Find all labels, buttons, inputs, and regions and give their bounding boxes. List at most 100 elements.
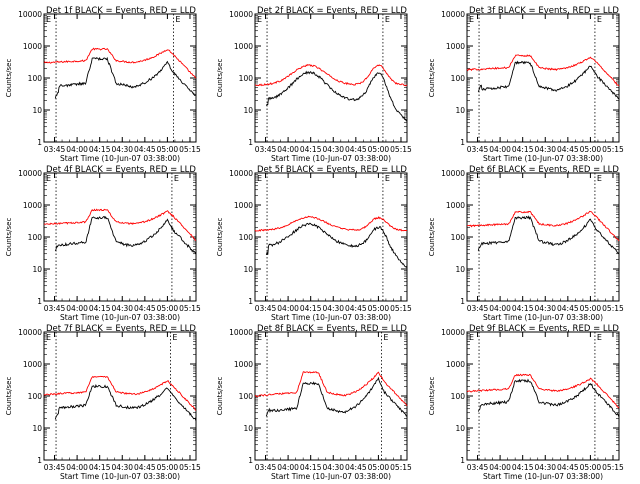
x-tick-label: 04:30: [322, 304, 344, 313]
y-tick-label: 1000: [446, 201, 465, 210]
panel-det-3: Det 3f BLACK = Events, RED = LLD 1 10 100 10…: [428, 6, 624, 163]
x-tick-label: 04:00: [277, 304, 299, 313]
x-tick-label: 04:45: [345, 463, 367, 472]
y-tick-label: 10: [243, 106, 253, 115]
y-axis-label: Counts/sec: [216, 377, 224, 416]
x-tick-label: 04:00: [277, 145, 299, 154]
events-series-line: [54, 56, 197, 99]
events-series-line: [265, 222, 408, 268]
y-tick-label: 1000: [446, 360, 465, 369]
event-marker-label-left: E: [469, 15, 474, 24]
x-tick-label: 04:15: [300, 145, 322, 154]
x-tick-label: 04:30: [111, 463, 133, 472]
x-tick-label: 05:00: [368, 463, 390, 472]
y-tick-label: 10000: [18, 10, 42, 19]
panel-title: Det 4f BLACK = Events, RED = LLD: [46, 165, 196, 175]
y-tick-label: 10: [32, 106, 42, 115]
event-marker-label-right: E: [385, 174, 390, 183]
panel-title: Det 6f BLACK = Events, RED = LLD: [469, 165, 619, 175]
x-tick-label: 05:00: [580, 463, 602, 472]
events-series-line: [477, 60, 619, 99]
y-tick-label: 10000: [229, 10, 253, 19]
y-tick-label: 10000: [18, 169, 42, 178]
lld-series-line: [466, 210, 620, 242]
y-tick-label: 1: [37, 456, 42, 465]
events-series-line: [54, 384, 197, 422]
x-tick-label: 05:15: [390, 463, 412, 472]
x-tick-label: 04:30: [322, 463, 344, 472]
x-tick-label: 04:15: [89, 145, 111, 154]
x-axis-label: Start Time (10-Jun-07 03:38:00): [483, 472, 603, 480]
lld-series-line: [43, 375, 197, 411]
x-axis-label: Start Time (10-Jun-07 03:38:00): [271, 472, 391, 480]
y-tick-label: 100: [451, 392, 466, 401]
panel-det-7: Det 7f BLACK = Events, RED = LLD 1 10 100 10…: [5, 324, 201, 481]
x-tick-label: 04:15: [512, 304, 534, 313]
x-tick-label: 04:00: [66, 463, 88, 472]
y-tick-label: 10: [455, 424, 465, 433]
y-tick-label: 10: [32, 424, 42, 433]
y-axis-label: Counts/sec: [428, 377, 436, 416]
x-tick-label: 05:15: [390, 304, 412, 313]
x-axis-label: Start Time (10-Jun-07 03:38:00): [483, 313, 603, 322]
y-tick-label: 10: [32, 265, 42, 274]
x-tick-label: 03:45: [255, 304, 277, 313]
x-axis-label: Start Time (10-Jun-07 03:38:00): [60, 472, 180, 480]
y-tick-label: 1: [460, 138, 465, 147]
y-tick-label: 10000: [229, 328, 253, 337]
panel-det-2: Det 2f BLACK = Events, RED = LLD 1 10 100 10…: [216, 6, 412, 163]
lld-series-line: [466, 373, 620, 409]
lld-series-line: [254, 215, 408, 232]
x-tick-label: 04:45: [345, 145, 367, 154]
x-axis-label: Start Time (10-Jun-07 03:38:00): [271, 313, 391, 322]
y-tick-label: 10000: [441, 328, 465, 337]
y-tick-label: 1: [248, 138, 253, 147]
x-tick-label: 04:45: [345, 304, 367, 313]
x-tick-label: 03:45: [44, 145, 66, 154]
event-marker-label-right: E: [175, 15, 180, 24]
x-tick-label: 05:15: [179, 463, 201, 472]
x-tick-label: 05:00: [157, 463, 179, 472]
x-tick-label: 05:00: [157, 304, 179, 313]
x-tick-label: 05:00: [580, 145, 602, 154]
y-axis-label: Counts/sec: [5, 218, 13, 257]
panel-det-6: Det 6f BLACK = Events, RED = LLD 1 10 100 10…: [428, 165, 624, 322]
x-tick-label: 03:45: [467, 304, 489, 313]
events-series-line: [54, 215, 197, 255]
x-tick-label: 04:00: [489, 463, 511, 472]
panel-det-1: Det 1f BLACK = Events, RED = LLD 1 10 100 10…: [5, 6, 201, 163]
x-tick-label: 04:15: [300, 304, 322, 313]
y-tick-label: 10000: [18, 328, 42, 337]
event-marker-label-right: E: [174, 174, 179, 183]
lld-series-line: [466, 54, 620, 87]
event-marker-label-right: E: [597, 174, 602, 183]
x-axis-label: Start Time (10-Jun-07 03:38:00): [483, 154, 603, 163]
x-tick-label: 03:45: [44, 463, 66, 472]
x-tick-label: 04:15: [512, 145, 534, 154]
x-tick-label: 04:30: [111, 304, 133, 313]
plot-frame: [43, 172, 197, 302]
y-tick-label: 1000: [446, 42, 465, 51]
x-tick-label: 04:00: [277, 463, 299, 472]
y-tick-label: 10: [455, 265, 465, 274]
events-series-line: [477, 378, 620, 418]
y-tick-label: 100: [239, 74, 254, 83]
x-tick-label: 04:00: [489, 145, 511, 154]
panel-det-5: Det 5f BLACK = Events, RED = LLD 1 10 100 10…: [216, 165, 412, 322]
x-tick-label: 05:00: [157, 145, 179, 154]
event-marker-label-right: E: [597, 15, 602, 24]
y-tick-label: 100: [28, 74, 43, 83]
y-tick-label: 1: [248, 456, 253, 465]
panel-det-9: Det 9f BLACK = Events, RED = LLD 1 10 100 10…: [428, 324, 624, 481]
x-tick-label: 04:15: [300, 463, 322, 472]
x-tick-label: 04:45: [134, 145, 156, 154]
plot-frame: [466, 172, 620, 302]
y-axis-label: Counts/sec: [428, 218, 436, 257]
x-tick-label: 04:30: [534, 145, 556, 154]
x-axis-label: Start Time (10-Jun-07 03:38:00): [60, 313, 180, 322]
x-tick-label: 04:00: [66, 145, 88, 154]
lld-series-line: [254, 63, 408, 87]
event-marker-label-right: E: [172, 333, 177, 342]
lld-series-line: [43, 47, 197, 79]
